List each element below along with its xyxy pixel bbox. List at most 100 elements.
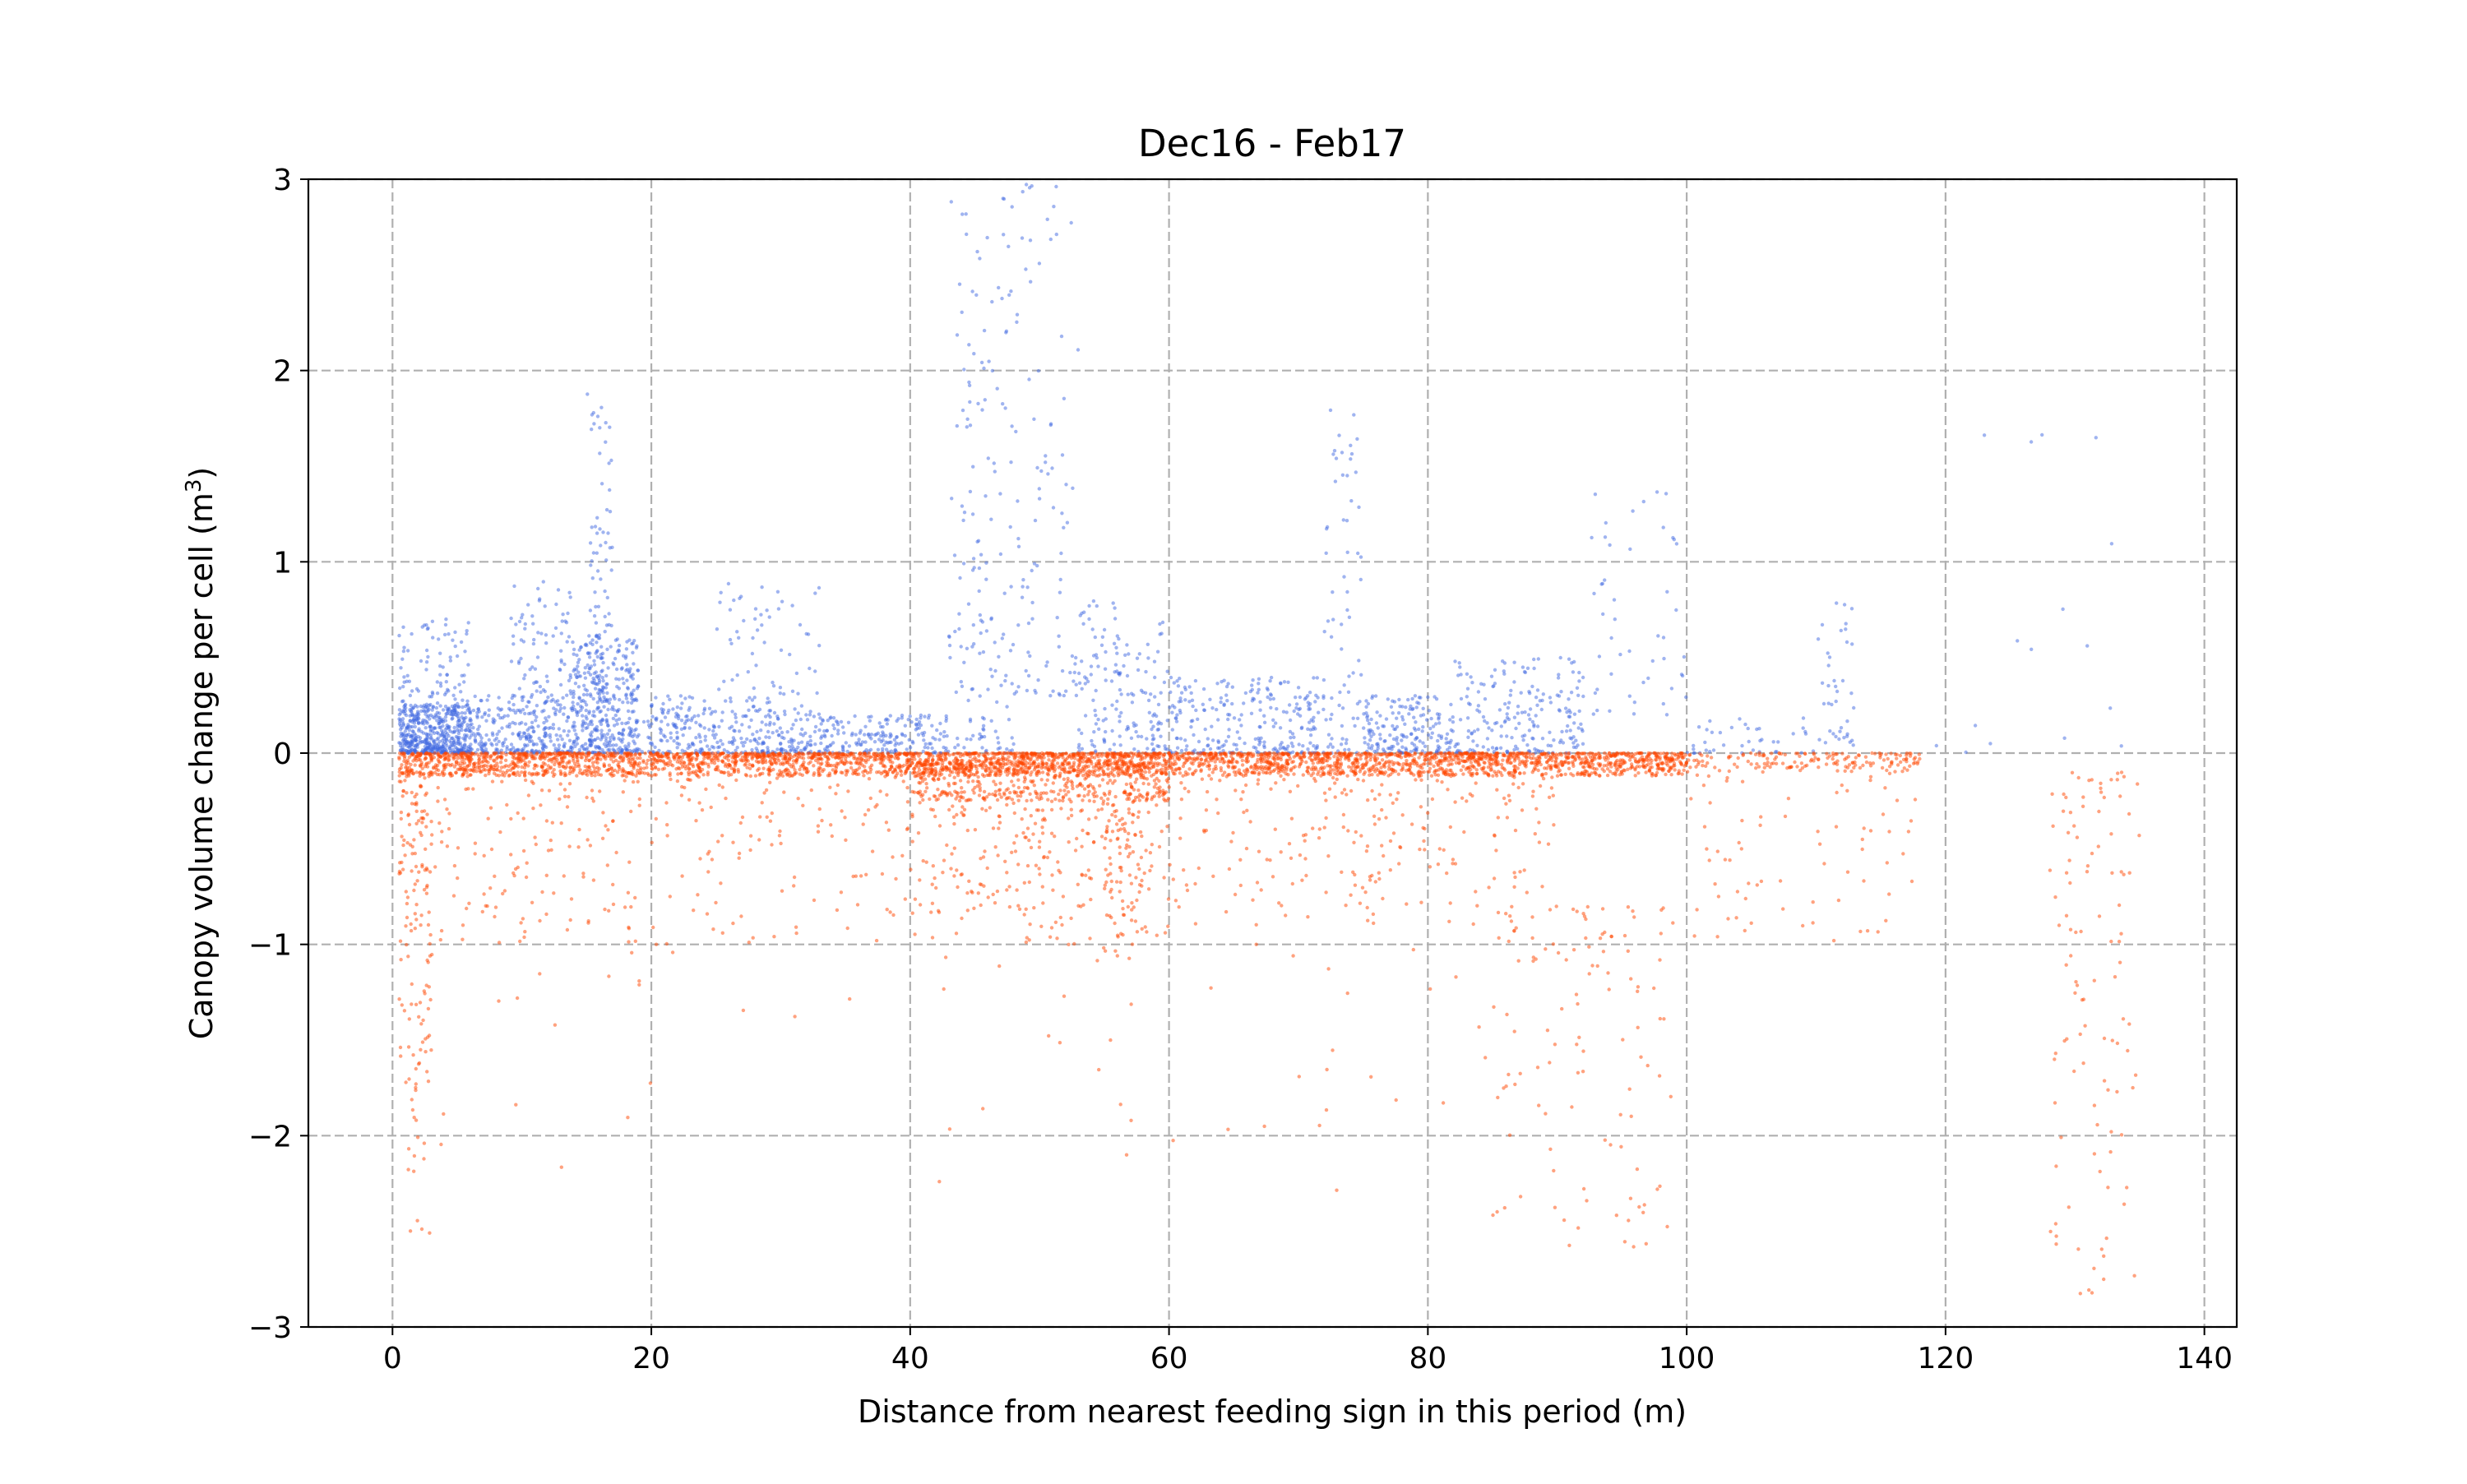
data-point [893, 738, 896, 742]
data-point [1071, 487, 1074, 490]
data-point [595, 670, 598, 673]
data-point [1440, 734, 1443, 737]
data-point [1132, 751, 1135, 755]
data-point [1005, 705, 1008, 708]
data-point [553, 713, 557, 716]
data-point [499, 751, 502, 755]
data-point [589, 541, 592, 544]
data-point [1429, 736, 1433, 739]
data-point [1503, 661, 1507, 664]
data-point [484, 711, 487, 714]
data-point [1576, 687, 1579, 690]
data-point [1375, 721, 1378, 724]
data-point [581, 725, 584, 728]
data-point [601, 661, 604, 664]
data-point [882, 733, 885, 736]
data-point [1516, 711, 1520, 714]
data-point [1282, 710, 1285, 714]
data-point [1025, 689, 1029, 692]
data-point [889, 733, 892, 736]
data-point [613, 657, 617, 660]
data-point [572, 721, 576, 724]
data-point [1708, 750, 1711, 753]
data-point [1669, 773, 1673, 776]
data-point [672, 739, 675, 742]
data-point [535, 704, 539, 707]
data-point [1355, 437, 1358, 441]
data-point [749, 719, 752, 722]
data-point [397, 741, 400, 744]
data-point [1509, 689, 1512, 692]
data-point [654, 717, 657, 720]
data-point [453, 704, 456, 707]
data-point [1030, 569, 1034, 572]
data-point [1082, 611, 1085, 614]
data-point [886, 722, 889, 725]
data-point [1307, 705, 1310, 708]
data-point [566, 640, 569, 643]
data-point [819, 742, 822, 745]
data-point [439, 720, 442, 724]
data-point [488, 709, 491, 712]
data-point [682, 733, 685, 737]
data-point [831, 741, 835, 744]
data-point [1062, 397, 1066, 400]
data-point [1025, 585, 1029, 589]
data-point [1516, 705, 1520, 708]
data-point [2062, 737, 2066, 740]
data-point [419, 659, 423, 663]
data-point [1341, 474, 1345, 477]
data-point [397, 634, 400, 637]
data-point [628, 667, 632, 670]
data-point [960, 504, 964, 507]
data-point [1349, 444, 1352, 447]
data-point [1183, 738, 1187, 742]
data-point [524, 723, 527, 726]
data-point [1312, 716, 1315, 719]
data-point [1175, 713, 1178, 716]
data-point [452, 726, 456, 729]
data-point [1140, 689, 1143, 692]
data-point [724, 699, 727, 702]
data-point [1386, 697, 1390, 700]
data-point [868, 719, 872, 723]
data-point [1025, 669, 1028, 673]
data-point [1148, 711, 1151, 714]
data-point [1466, 736, 1470, 739]
data-point [809, 739, 812, 742]
data-point [604, 421, 608, 424]
data-point [426, 655, 429, 659]
data-point [1374, 694, 1377, 697]
data-point [766, 713, 770, 716]
data-point [546, 696, 549, 699]
data-point [2016, 639, 2019, 642]
data-point [1201, 703, 1205, 706]
data-point [511, 732, 514, 735]
data-point [1755, 728, 1758, 731]
data-point [1059, 552, 1062, 555]
data-point [1419, 739, 1422, 742]
data-point [762, 640, 766, 644]
data-point [615, 685, 618, 688]
data-point [532, 642, 535, 645]
data-point [1428, 709, 1431, 712]
data-point [520, 638, 523, 641]
data-point [1410, 708, 1414, 711]
data-point [1470, 732, 1474, 735]
data-point [552, 727, 555, 730]
data-point [715, 741, 719, 744]
data-point [1262, 741, 1266, 744]
data-point [1314, 747, 1317, 750]
data-point [581, 728, 584, 732]
data-point [1222, 679, 1225, 682]
data-point [1187, 767, 1191, 770]
data-point [841, 746, 845, 749]
data-point [1127, 693, 1130, 696]
data-point [1256, 691, 1259, 694]
data-point [1556, 774, 1559, 778]
data-point [917, 733, 920, 737]
data-point [599, 728, 603, 732]
data-point [480, 737, 484, 740]
data-point [900, 774, 903, 777]
data-point [829, 715, 832, 719]
